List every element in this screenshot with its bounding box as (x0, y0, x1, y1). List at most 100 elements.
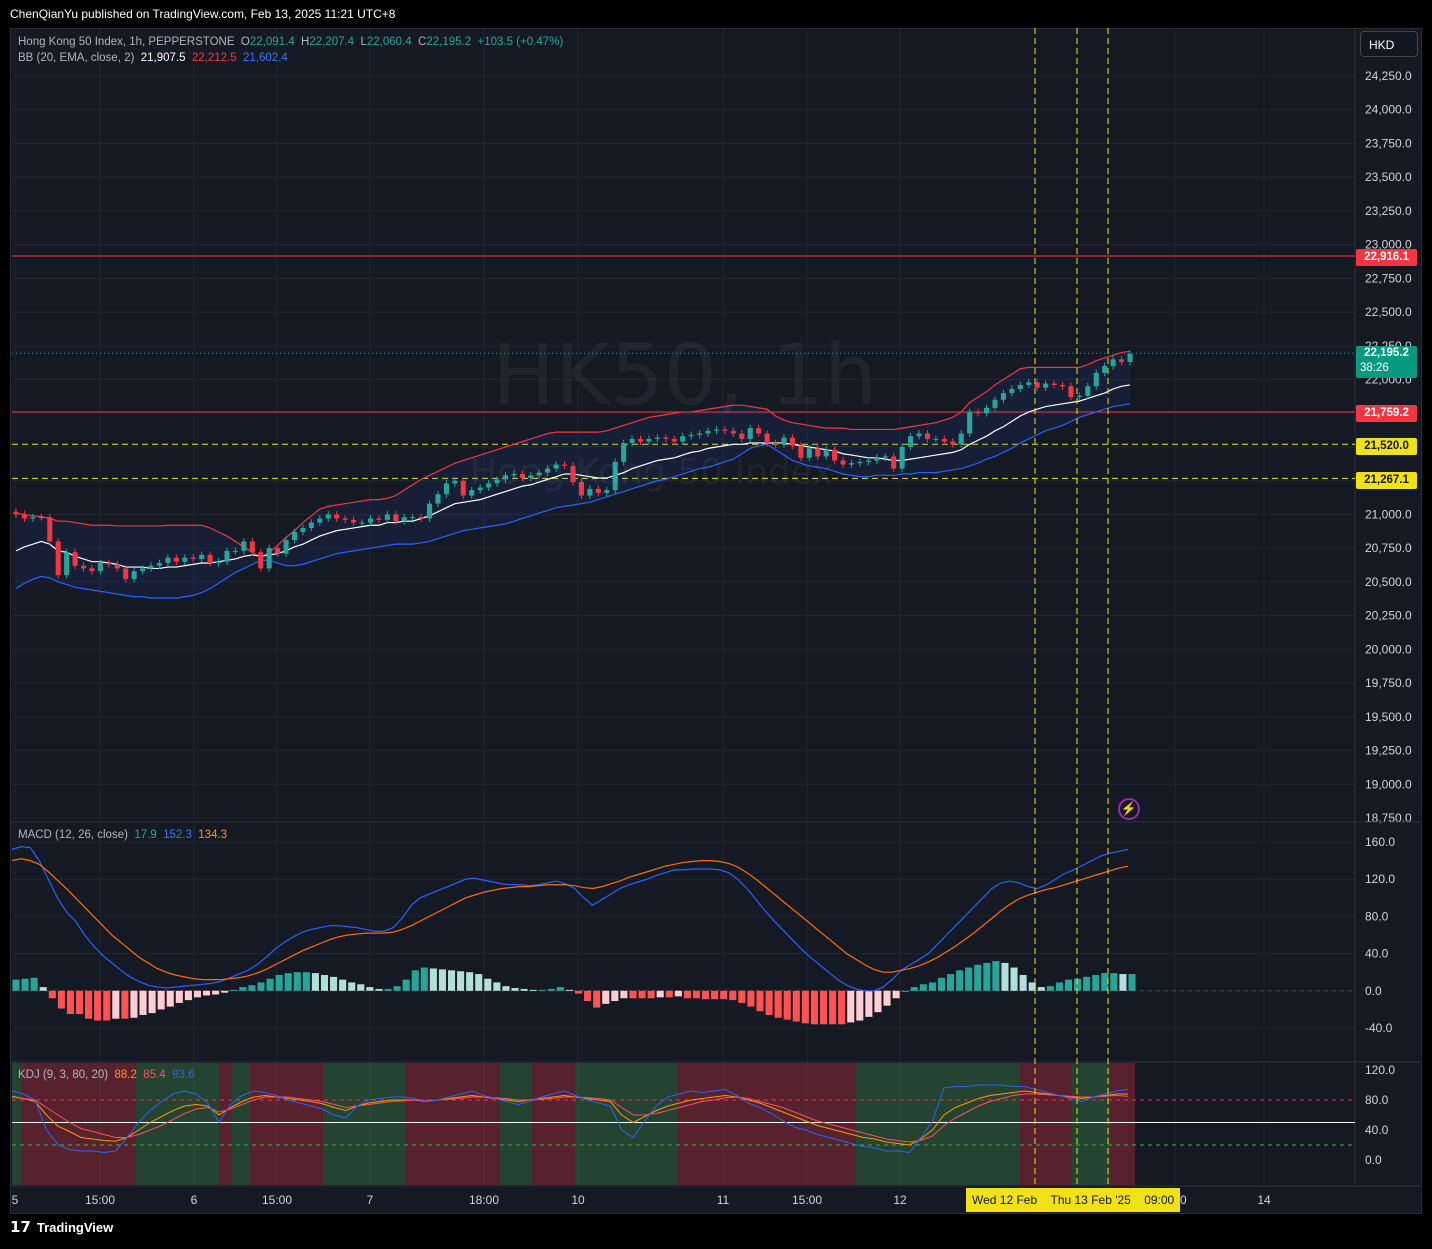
time-axis-label: 10 (571, 1193, 585, 1207)
macd-histogram-bar (983, 962, 991, 991)
candle-body (671, 438, 677, 442)
candle-body (1009, 388, 1015, 394)
macd-legend[interactable]: MACD (12, 26, close) 17.9 152.3 134.3 (18, 829, 227, 841)
macd-axis-label: 120.0 (1365, 872, 1395, 886)
candle-body (325, 514, 331, 519)
macd-histogram-bar (130, 990, 138, 1018)
macd-histogram-bar (928, 982, 936, 991)
macd-histogram-bar (974, 964, 982, 991)
macd-histogram-bar (856, 990, 864, 1021)
candle-body (857, 461, 863, 464)
candle-body (106, 563, 112, 565)
macd-histogram-bar (1119, 974, 1127, 991)
macd-histogram-bar (311, 973, 319, 991)
price-axis-label: 24,000.0 (1365, 103, 1412, 117)
macd-histogram-bar (874, 990, 882, 1013)
macd-axis-label: 40.0 (1365, 947, 1389, 961)
macd-histogram-bar (139, 990, 147, 1015)
time-axis-label: 15:00 (262, 1193, 292, 1207)
candle-body (958, 433, 964, 445)
candle-body (570, 465, 576, 483)
macd-histogram-bar (112, 990, 120, 1019)
chart-frame[interactable] (10, 28, 1422, 1214)
macd-line (11, 846, 1129, 992)
time-axis-label: 5 (12, 1193, 19, 1207)
candle-body (967, 411, 973, 434)
candle-body (1085, 386, 1091, 396)
candle-body (410, 517, 416, 519)
candle-body (983, 407, 990, 414)
candle-body (97, 563, 103, 572)
macd-histogram-bar (103, 990, 111, 1021)
candle-body (747, 428, 753, 439)
candle-body (502, 475, 509, 480)
kdj-legend-d: 85.4 (143, 1069, 166, 1081)
candle-body (156, 563, 163, 566)
candle-body (494, 479, 500, 484)
kdj-j-line (11, 1084, 1129, 1154)
macd-histogram-bar (711, 990, 719, 1000)
macd-histogram-bar (66, 990, 74, 1015)
macd-histogram-bar (883, 990, 891, 1006)
candle-body (486, 483, 492, 488)
candle-body (815, 448, 821, 457)
candle-body (114, 564, 120, 569)
candle-body (140, 568, 146, 572)
candle-body (190, 557, 196, 559)
candle-body (781, 437, 787, 445)
candle-body (730, 430, 736, 434)
time-axis-label: 18:00 (469, 1193, 499, 1207)
macd-histogram-bar (230, 989, 238, 991)
tradingview-footer[interactable]: 𝟭𝟳 TradingView (10, 1218, 113, 1236)
macd-histogram-bar (865, 990, 873, 1017)
candle-body (477, 487, 483, 491)
macd-histogram-bar (502, 986, 510, 991)
candle-body (950, 441, 956, 445)
macd-histogram-bar (1101, 973, 1109, 991)
macd-histogram-bar (774, 990, 782, 1018)
macd-legend-hist: 17.9 (134, 829, 157, 841)
price-axis-label: 23,750.0 (1365, 136, 1412, 150)
macd-histogram-bar (12, 979, 20, 991)
macd-histogram-bar (729, 990, 737, 1001)
current-price: 22,195.2 (1364, 347, 1409, 359)
candle-body (241, 541, 247, 551)
price-tag-resistance: 22,916.1 (1356, 249, 1417, 266)
candle-body (207, 554, 213, 564)
lightning-icon[interactable]: ⚡ (1118, 798, 1140, 820)
macd-histogram-bar (21, 978, 29, 991)
candle-body (1043, 383, 1049, 388)
candle-body (199, 554, 205, 559)
candle-body (621, 442, 627, 462)
kdj-k-line (11, 1090, 1128, 1146)
price-axis-label: 22,750.0 (1365, 271, 1412, 285)
candle-body (519, 473, 525, 479)
candle-body (232, 550, 238, 552)
macd-legend-label: MACD (12, 26, close) (18, 829, 128, 841)
candle-body (334, 514, 340, 519)
kdj-bull-zone (575, 1063, 678, 1185)
macd-histogram-bar (801, 990, 809, 1024)
candle-body (637, 438, 644, 442)
candle-body (1110, 359, 1116, 367)
kdj-axis-label: 80.0 (1365, 1093, 1389, 1107)
price-axis-label: 20,000.0 (1365, 642, 1412, 656)
bb-lower-line (15, 403, 1131, 599)
macd-histogram-bar (992, 961, 1000, 991)
macd-histogram-bar (438, 969, 446, 991)
price-axis-label: 19,000.0 (1365, 777, 1412, 791)
macd-histogram-bar (692, 990, 701, 999)
macd-histogram-bar (30, 977, 38, 991)
candle-body (1026, 382, 1032, 385)
price-axis-label: 21,000.0 (1365, 507, 1412, 521)
macd-histogram-bar (475, 974, 483, 991)
macd-axis-label: -40.0 (1365, 1021, 1393, 1035)
macd-histogram-bar (348, 982, 356, 991)
macd-histogram-bar (466, 972, 474, 991)
price-axis-label: 19,250.0 (1365, 744, 1412, 758)
kdj-legend[interactable]: KDJ (9, 3, 80, 20) 88.2 85.4 93.6 (18, 1069, 194, 1081)
currency-button[interactable]: HKD (1360, 31, 1418, 57)
price-axis-label: 23,250.0 (1365, 204, 1412, 218)
